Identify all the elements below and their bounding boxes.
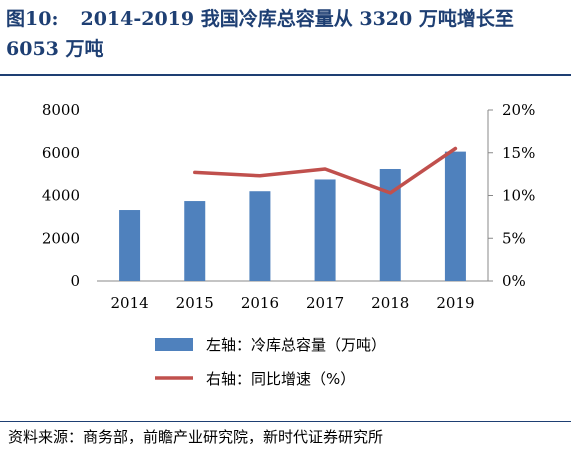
legend-label-line: 右轴：同比增速（%） [206,370,355,388]
bar [249,191,271,281]
line-series [193,146,458,195]
right-tick-label: 5% [502,229,526,247]
left-tick-label: 2000 [42,229,80,247]
left-tick-label: 4000 [42,187,80,205]
x-tick-label: 2015 [176,294,214,312]
source-note: 资料来源：商务部，前瞻产业研究院，新时代证券研究所 [8,428,384,446]
bar [379,168,401,281]
figure-title-text: 2014-2019 我国冷库总容量从 3320 万吨增长至 6053 万吨 [6,8,514,60]
left-tick-label: 8000 [42,101,80,119]
x-tick-label: 2014 [110,294,148,312]
left-tick-label: 6000 [42,144,80,162]
right-tick-label: 10% [502,187,535,205]
legend-swatch-bar [155,338,193,351]
source-divider [0,421,571,422]
bar [444,151,466,281]
right-axis: 0% 5% 10% 15% 20% [487,101,535,290]
title-divider [0,74,571,76]
x-tick-label: 2017 [306,294,344,312]
x-tick-label: 2016 [241,294,279,312]
legend-label-bar: 左轴：冷库总容量（万吨） [206,336,386,354]
right-tick-label: 0% [502,272,526,290]
bar [184,201,206,281]
bar-series [119,151,466,281]
left-tick-label: 0 [70,272,80,290]
bar [314,179,336,281]
left-axis: 0 2000 4000 6000 8000 [42,101,80,290]
legend: 左轴：冷库总容量（万吨） 右轴：同比增速（%） [155,336,386,388]
x-tick-label: 2018 [371,294,409,312]
bar [119,210,141,281]
x-axis: 2014 2015 2016 2017 2018 2019 [97,280,488,312]
combo-chart: 0 2000 4000 6000 8000 0% 5% 10% 15% 20% 2014 2015… [42,101,536,388]
figure-title: 图10: 2014-2019 我国冷库总容量从 3320 万吨增长至 6053 万… [6,4,566,64]
right-tick-label: 15% [502,144,535,162]
right-tick-label: 20% [502,101,535,119]
x-tick-label: 2019 [436,294,474,312]
growth-rate-line [193,146,458,195]
figure-label: 图10: [6,8,59,30]
